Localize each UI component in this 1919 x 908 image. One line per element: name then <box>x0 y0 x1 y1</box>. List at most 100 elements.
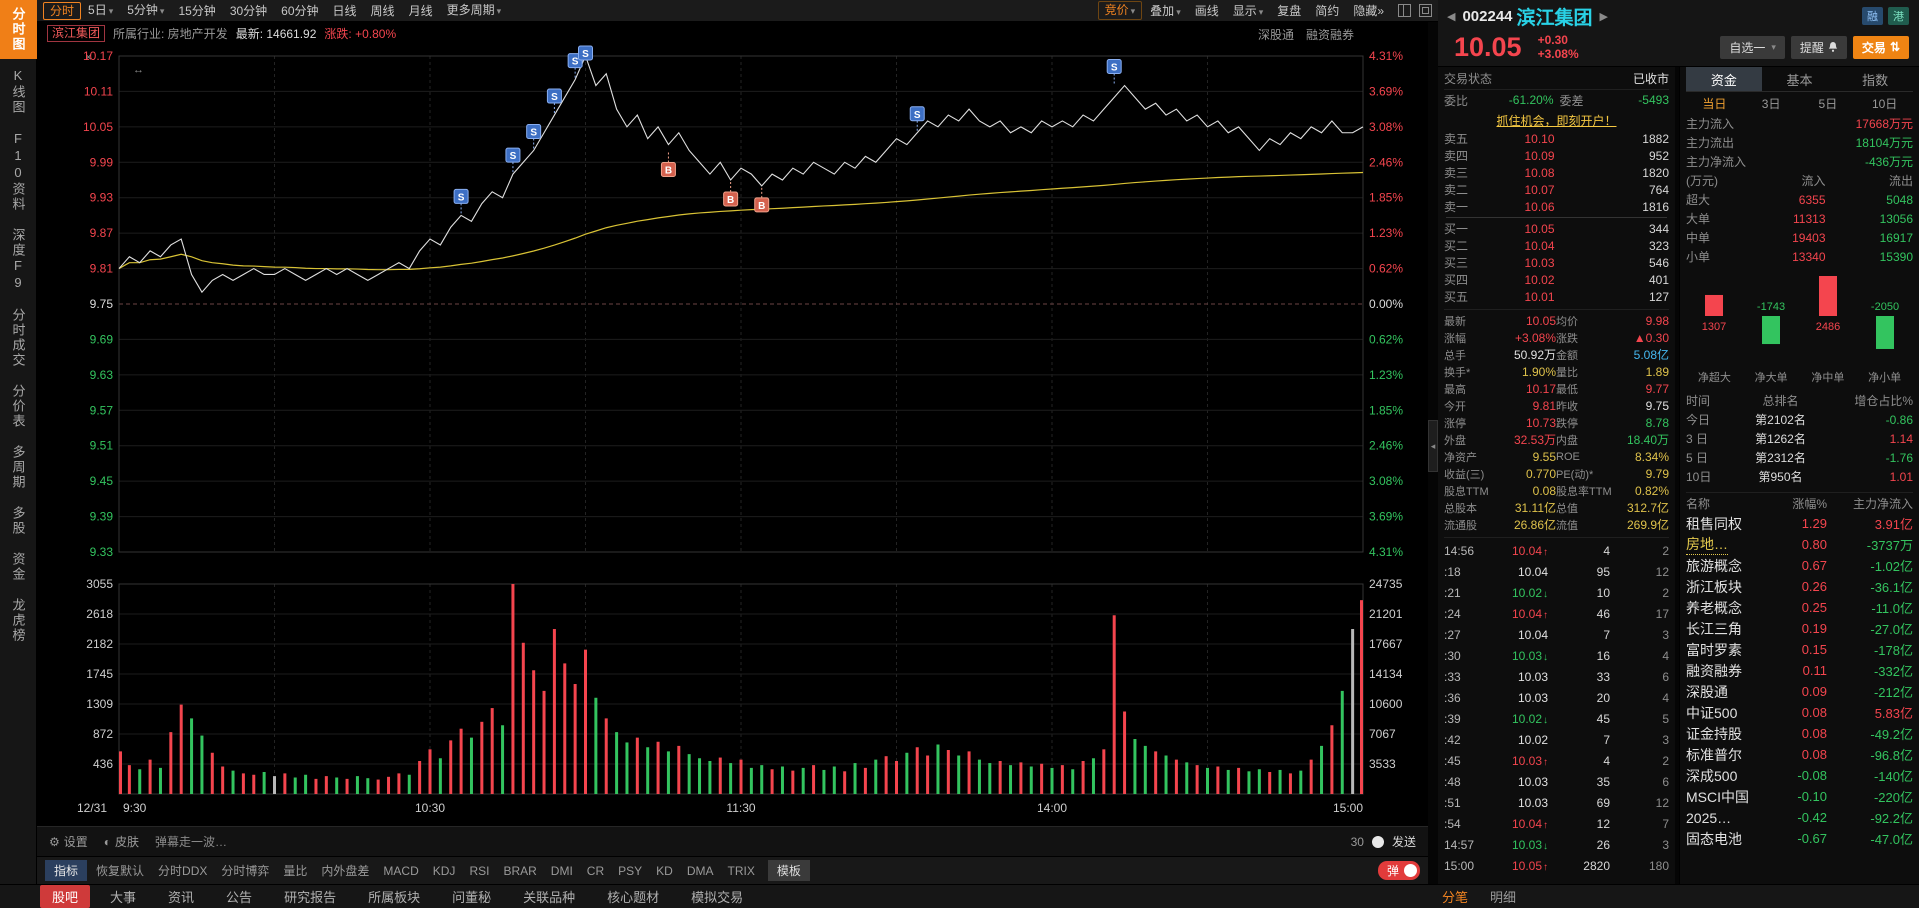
tool-button-画线[interactable]: 画线 <box>1194 4 1219 18</box>
indicator-item-MACD[interactable]: MACD <box>383 863 419 878</box>
sector-row[interactable]: 固态电池 -0.67 -47.0亿 <box>1686 830 1913 848</box>
indicator-item-内外盘差[interactable]: 内外盘差 <box>321 864 370 878</box>
sector-row[interactable]: 深成500 -0.08 -140亿 <box>1686 767 1913 785</box>
bottom-tab-关联品种[interactable]: 关联品种 <box>523 890 576 905</box>
bottom-tab-大事[interactable]: 大事 <box>110 890 137 905</box>
detail-tab-明细[interactable]: 明细 <box>1490 890 1517 905</box>
indicator-menu-button[interactable]: 指标 <box>45 860 88 881</box>
danmaku-input[interactable]: 弹幕走一波… <box>155 835 228 849</box>
skin-button[interactable]: ◐ 皮肤 <box>104 833 139 850</box>
bid-row[interactable]: 买五 10.01 127 <box>1444 289 1669 305</box>
sector-row[interactable]: 标准普尔 0.08 -96.8亿 <box>1686 746 1913 764</box>
ask-row[interactable]: 卖四 10.09 952 <box>1444 148 1669 164</box>
bottom-tab-模拟交易[interactable]: 模拟交易 <box>691 890 744 905</box>
prev-stock-arrow[interactable]: ◀ <box>1447 10 1456 23</box>
indicator-item-RSI[interactable]: RSI <box>469 863 490 878</box>
indicator-item-DMI[interactable]: DMI <box>550 863 573 878</box>
indicator-item-BRAR[interactable]: BRAR <box>503 863 537 878</box>
bottom-tab-研究报告[interactable]: 研究报告 <box>284 890 337 905</box>
period-tab-5日[interactable]: 5日 <box>1818 96 1838 111</box>
funds-tab-资金[interactable]: 资金 <box>1686 67 1762 91</box>
indicator-item-分时DDX[interactable]: 分时DDX <box>158 864 208 878</box>
indicator-item-DMA[interactable]: DMA <box>686 863 714 878</box>
sector-row[interactable]: 深股通 0.09 -212亿 <box>1686 683 1913 701</box>
indicator-item-量比[interactable]: 量比 <box>283 864 308 878</box>
sector-row[interactable]: 中证500 0.08 5.83亿 <box>1686 704 1913 722</box>
period-tab-当日[interactable]: 当日 <box>1702 96 1727 111</box>
tool-button-简约[interactable]: 简约 <box>1315 4 1340 18</box>
period-button-15分钟[interactable]: 15分钟 <box>178 3 216 18</box>
period-button-60分钟[interactable]: 60分钟 <box>281 3 319 18</box>
indicator-item-TRIX[interactable]: TRIX <box>727 863 755 878</box>
period-button-周线[interactable]: 周线 <box>370 3 395 18</box>
sector-row[interactable]: 养老概念 0.25 -11.0亿 <box>1686 599 1913 617</box>
sidebar-item-多周期[interactable]: 多周期 <box>0 438 37 497</box>
ask-row[interactable]: 卖一 10.06 1816 <box>1444 199 1669 215</box>
sector-row[interactable]: 2025… -0.42 -92.2亿 <box>1686 809 1913 827</box>
period-button-30分钟[interactable]: 30分钟 <box>229 3 268 18</box>
bid-row[interactable]: 买四 10.02 401 <box>1444 272 1669 288</box>
indicator-item-恢复默认[interactable]: 恢复默认 <box>96 864 145 878</box>
indicator-item-KD[interactable]: KD <box>656 863 673 878</box>
tool-button-显示[interactable]: 显示 ▾ <box>1232 4 1264 18</box>
sidebar-item-F10资料[interactable]: F10资料 <box>0 124 37 219</box>
sidebar-item-龙虎榜[interactable]: 龙虎榜 <box>0 591 37 650</box>
panel-collapse-handle[interactable]: ◂ <box>1428 420 1438 472</box>
alert-button[interactable]: 提醒 <box>1790 35 1847 59</box>
split-screen-icon[interactable] <box>1398 4 1411 17</box>
template-button[interactable]: 模板 <box>767 860 810 881</box>
close-icon[interactable]: × <box>85 50 93 64</box>
tool-button-复盘[interactable]: 复盘 <box>1277 4 1302 18</box>
watchlist-button[interactable]: 自选一 ▾ <box>1720 35 1785 59</box>
period-button-月线[interactable]: 月线 <box>408 3 433 18</box>
expand-arrows-icon[interactable]: ↔ <box>133 64 144 76</box>
sector-row[interactable]: 证金持股 0.08 -49.2亿 <box>1686 725 1913 743</box>
sidebar-item-多股[interactable]: 多股 <box>0 499 37 543</box>
sector-row[interactable]: 融资融券 0.11 -332亿 <box>1686 662 1913 680</box>
send-toggle[interactable] <box>1371 835 1384 848</box>
indicator-item-分时博弈[interactable]: 分时博弈 <box>221 864 270 878</box>
send-button[interactable]: 发送 <box>1391 835 1416 849</box>
sidebar-item-K线图[interactable]: K线图 <box>0 61 37 122</box>
ask-row[interactable]: 卖五 10.10 1882 <box>1444 131 1669 147</box>
sector-row[interactable]: 租售同权 1.29 3.91亿 <box>1686 515 1913 533</box>
fullscreen-icon[interactable] <box>1419 4 1432 17</box>
tool-button-竞价[interactable]: 竞价 ▾ <box>1097 1 1143 20</box>
sector-row[interactable]: MSCI中国 -0.10 -220亿 <box>1686 788 1913 806</box>
sector-row[interactable]: 富时罗素 0.15 -178亿 <box>1686 641 1913 659</box>
period-button-5分钟[interactable]: 5分钟 ▾ <box>127 3 165 17</box>
open-account-ad-link[interactable]: 抓住机会，即刻开户！ <box>1496 113 1617 128</box>
sidebar-item-深度F9[interactable]: 深度F9 <box>0 221 37 299</box>
bid-row[interactable]: 买三 10.03 546 <box>1444 255 1669 271</box>
sector-row[interactable]: 长江三角 0.19 -27.0亿 <box>1686 620 1913 638</box>
bottom-tab-公告[interactable]: 公告 <box>226 890 253 905</box>
chart-stock-label[interactable]: 滨江集团 <box>47 24 106 42</box>
bottom-tab-问董秘[interactable]: 问董秘 <box>452 890 492 905</box>
bid-row[interactable]: 买一 10.05 344 <box>1444 221 1669 237</box>
tool-button-叠加[interactable]: 叠加 ▾ <box>1150 4 1181 18</box>
funds-tab-指数[interactable]: 指数 <box>1862 72 1889 88</box>
ask-row[interactable]: 卖三 10.08 1820 <box>1444 165 1669 181</box>
sector-row[interactable]: 浙江板块 0.26 -36.1亿 <box>1686 578 1913 596</box>
sidebar-item-分价表[interactable]: 分价表 <box>0 377 37 436</box>
period-button-更多周期[interactable]: 更多周期 ▾ <box>446 3 502 17</box>
period-button-5日[interactable]: 5日 ▾ <box>88 3 114 17</box>
ask-row[interactable]: 卖二 10.07 764 <box>1444 182 1669 198</box>
industry-label[interactable]: 所属行业: 房地产开发 <box>113 26 228 41</box>
danmaku-toggle[interactable]: 弹 <box>1377 861 1420 880</box>
period-tab-3日[interactable]: 3日 <box>1761 96 1781 111</box>
funds-tab-基本[interactable]: 基本 <box>1786 72 1813 88</box>
sector-row[interactable]: 房地… 0.80 -3737万 <box>1686 536 1913 555</box>
sector-row[interactable]: 旅游概念 0.67 -1.02亿 <box>1686 557 1913 575</box>
bottom-tab-所属板块[interactable]: 所属板块 <box>368 890 421 905</box>
sidebar-item-分时图[interactable]: 分时图 <box>0 0 37 59</box>
tool-button-隐藏»[interactable]: 隐藏» <box>1353 4 1384 18</box>
bottom-tab-股吧[interactable]: 股吧 <box>40 885 91 908</box>
sidebar-item-资金[interactable]: 资金 <box>0 545 37 589</box>
period-tab-10日[interactable]: 10日 <box>1871 96 1898 111</box>
trade-button[interactable]: 交易 ⇅ <box>1852 35 1909 59</box>
period-button-日线[interactable]: 日线 <box>332 3 357 18</box>
sidebar-item-分时成交[interactable]: 分时成交 <box>0 301 37 375</box>
indicator-item-PSY[interactable]: PSY <box>618 863 643 878</box>
indicator-item-CR[interactable]: CR <box>586 863 605 878</box>
